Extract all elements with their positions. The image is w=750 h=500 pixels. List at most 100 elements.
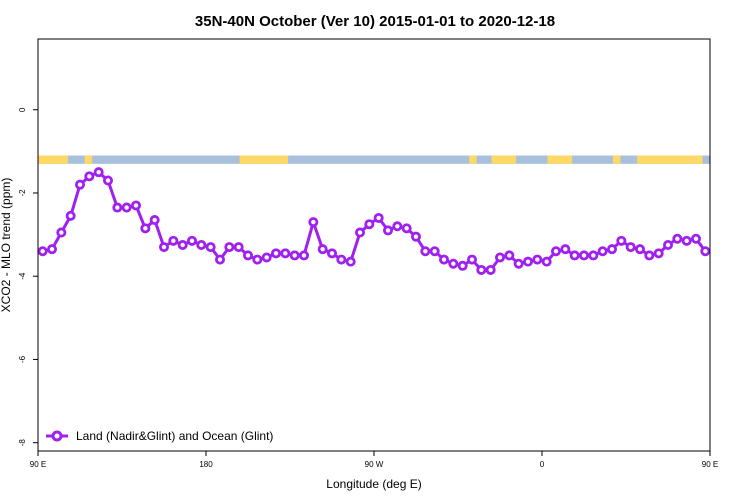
x-tick-label: 90 E: [30, 460, 46, 469]
legend-label: Land (Nadir&Glint) and Ocean (Glint): [76, 429, 273, 443]
data-point: [485, 264, 496, 275]
data-point: [513, 258, 524, 269]
land-segment: [469, 155, 477, 164]
y-tick-label: -8: [18, 439, 27, 447]
data-point: [532, 254, 543, 265]
data-point: [476, 264, 487, 275]
data-point: [635, 244, 646, 255]
data-point: [579, 250, 590, 261]
data-point: [681, 235, 692, 246]
land-segment: [547, 155, 572, 164]
data-point: [700, 246, 711, 257]
x-tick-label: 90 E: [702, 460, 718, 469]
data-point: [130, 200, 141, 211]
data-point: [345, 256, 356, 267]
data-point: [569, 250, 580, 261]
data-point: [47, 244, 58, 255]
data-point: [607, 244, 618, 255]
data-point: [644, 250, 655, 261]
y-tick-label: -4: [18, 272, 27, 280]
data-point: [354, 227, 365, 238]
data-point: [616, 235, 627, 246]
data-point: [93, 167, 104, 178]
data-point: [691, 233, 702, 244]
legend-marker-swatch: [51, 430, 63, 442]
x-axis-label: Longitude (deg E): [326, 477, 421, 491]
data-point: [653, 248, 664, 259]
data-point: [523, 256, 534, 267]
data-point: [224, 242, 235, 253]
data-point: [364, 219, 375, 230]
y-axis-label: XCO2 - MLO trend (ppm): [0, 178, 13, 313]
data-point: [438, 254, 449, 265]
data-point: [298, 250, 309, 261]
land-ocean-strip: [38, 155, 710, 164]
data-point: [429, 246, 440, 257]
data-point: [121, 202, 132, 213]
land-segment: [612, 155, 621, 164]
data-point: [56, 227, 67, 238]
ocean-band: [38, 155, 710, 164]
data-point: [336, 254, 347, 265]
data-point: [597, 246, 608, 257]
land-segment: [239, 155, 289, 164]
data-point: [551, 246, 562, 257]
x-tick-label: 180: [199, 460, 213, 469]
data-point: [186, 235, 197, 246]
data-point: [317, 244, 328, 255]
data-point: [588, 250, 599, 261]
land-segment: [637, 155, 703, 164]
data-point: [504, 250, 515, 261]
data-point: [196, 239, 207, 250]
data-point: [205, 242, 216, 253]
data-point: [158, 242, 169, 253]
data-point: [373, 212, 384, 223]
data-point: [65, 210, 76, 221]
x-tick-label: 0: [540, 460, 545, 469]
data-point: [326, 248, 337, 259]
data-point: [103, 175, 114, 186]
data-point: [75, 179, 86, 190]
data-point: [168, 235, 179, 246]
data-point: [149, 215, 160, 226]
data-point: [541, 256, 552, 267]
data-point: [663, 239, 674, 250]
data-point: [214, 254, 225, 265]
chart-title: 35N-40N October (Ver 10) 2015-01-01 to 2…: [195, 13, 555, 30]
x-tick-label: 90 W: [365, 460, 384, 469]
y-tick-label: -2: [18, 189, 27, 197]
data-point: [289, 250, 300, 261]
data-point: [560, 244, 571, 255]
data-point: [84, 171, 95, 182]
data-point: [410, 231, 421, 242]
data-point: [308, 217, 319, 228]
legend: Land (Nadir&Glint) and Ocean (Glint): [46, 429, 273, 443]
data-point: [625, 242, 636, 253]
series-layer: [37, 167, 711, 275]
data-point: [401, 223, 412, 234]
data-point: [270, 248, 281, 259]
data-point: [233, 242, 244, 253]
plot-frame: [37, 38, 711, 452]
data-point: [280, 248, 291, 259]
data-point: [37, 246, 48, 257]
data-point: [448, 258, 459, 269]
data-point: [261, 252, 272, 263]
data-point: [494, 252, 505, 263]
data-point: [177, 239, 188, 250]
y-tick-label: -6: [18, 355, 27, 363]
data-point: [252, 254, 263, 265]
data-point: [112, 202, 123, 213]
data-point: [140, 223, 151, 234]
land-segment: [491, 155, 516, 164]
data-point: [382, 225, 393, 236]
data-point: [466, 254, 477, 265]
data-point: [242, 250, 253, 261]
data-point: [457, 260, 468, 271]
data-point: [392, 221, 403, 232]
y-axis: 0 -2 -4 -6 -8: [18, 107, 38, 446]
data-point: [672, 233, 683, 244]
data-point: [420, 246, 431, 257]
series-line: [42, 170, 707, 272]
